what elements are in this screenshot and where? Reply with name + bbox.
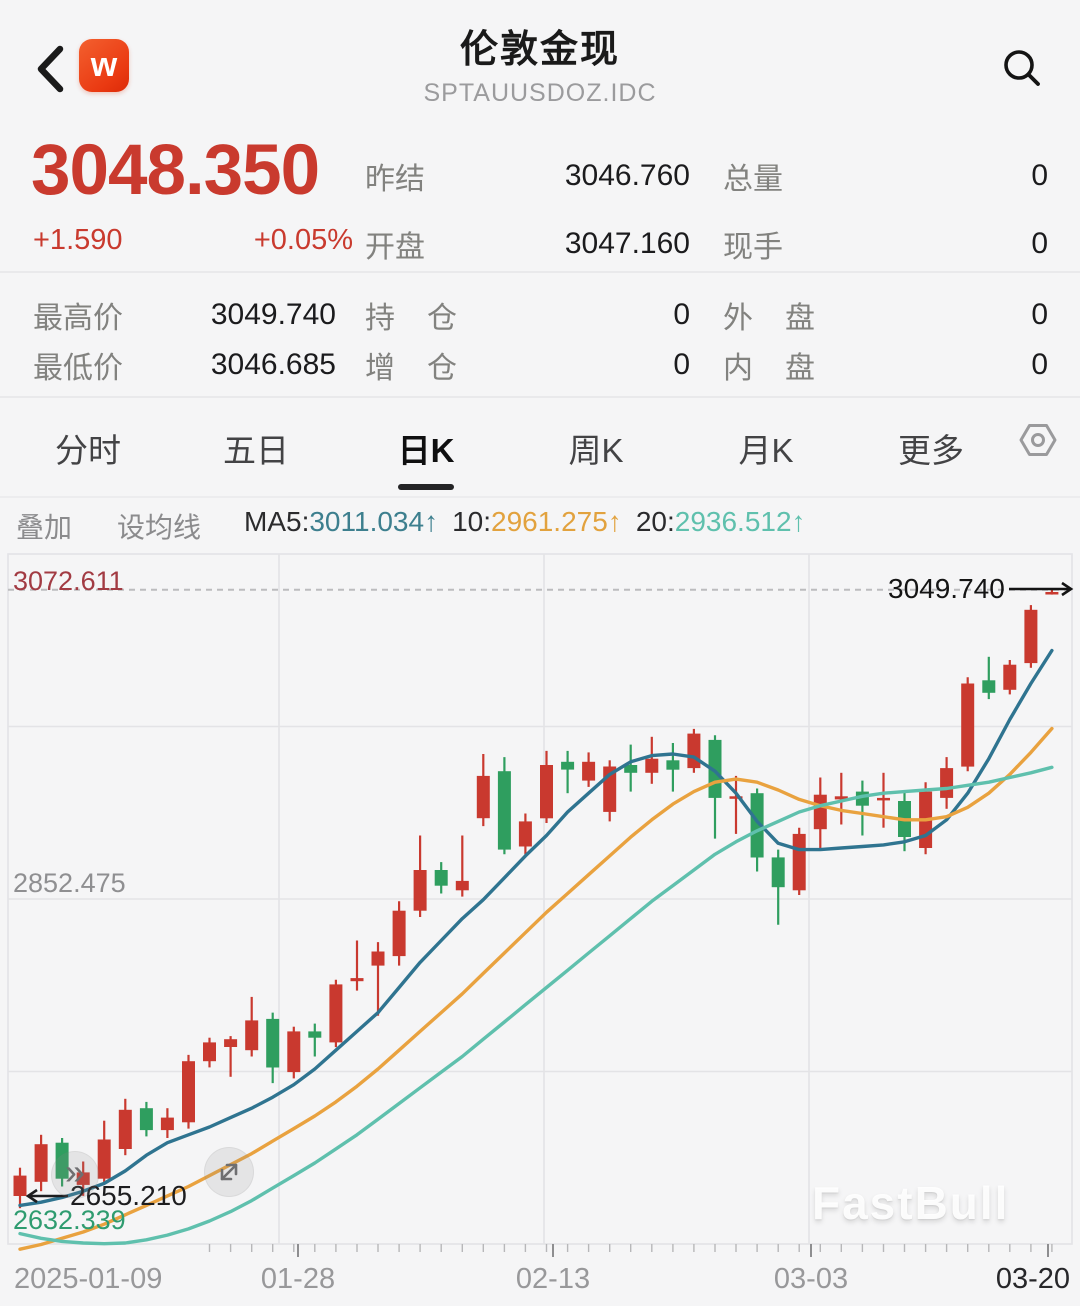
fullscreen-button[interactable] — [204, 1147, 254, 1197]
fast-forward-button[interactable]: » — [51, 1151, 99, 1199]
app-logo[interactable]: w — [79, 39, 129, 92]
price-change: +1.590 — [33, 224, 123, 256]
y-axis-min-label: 2632.339 — [13, 1205, 126, 1235]
overlay-button[interactable]: 叠加 — [16, 512, 73, 543]
quote-field-value: 3046.760 — [564, 159, 690, 192]
ma10-line — [18, 726, 1054, 1251]
double-chevron-right-icon: » — [64, 1151, 86, 1192]
x-axis-label: 01-28 — [260, 1263, 336, 1295]
tab-更多[interactable]: 更多 — [898, 432, 964, 469]
stats-value: 0 — [1031, 348, 1048, 381]
quote-panel: 3048.350 +1.590 +0.05% 昨结 3046.760 总量 0 开盘 3… — [0, 116, 1080, 273]
quote-field-label: 开盘 — [365, 231, 425, 264]
ma-label: 10: — [452, 506, 492, 537]
x-axis-label: 2025-01-09 — [14, 1263, 163, 1295]
period-tab-bar: 分时 五日 日K 周K 月K 更多 — [0, 398, 1080, 498]
tab-五日[interactable]: 五日 — [223, 432, 289, 469]
chart-area: 3072.611 2852.475 2655.210 2632.339 3049… — [0, 546, 1080, 1306]
stats-value: 0 — [673, 348, 690, 381]
ma5-line — [18, 648, 1054, 1208]
watermark: FastBull — [812, 1177, 1010, 1229]
stats-label: 持仓 — [365, 302, 457, 335]
ma-label: MA5: — [244, 506, 310, 537]
arrow-left-icon — [25, 1188, 68, 1204]
tab-周K[interactable]: 周K — [568, 432, 624, 469]
quote-field-value: 0 — [1031, 159, 1048, 192]
x-axis-ticks — [208, 1244, 1053, 1257]
active-tab-underline — [398, 484, 454, 490]
x-axis-label: 03-20 — [995, 1263, 1070, 1295]
x-axis-label: 02-13 — [515, 1263, 591, 1295]
quote-fields-row1: 昨结 3046.760 总量 0 — [365, 154, 1048, 198]
grid — [7, 553, 1073, 1245]
chevron-left-icon — [37, 45, 64, 93]
ma-value: 2936.512↑ — [674, 506, 806, 537]
set-ma-button[interactable]: 设均线 — [117, 512, 202, 543]
chart-settings-button[interactable] — [1018, 422, 1062, 462]
search-icon — [1004, 50, 1040, 86]
page-title: 伦敦金现 — [459, 29, 620, 71]
quote-field-label: 总量 — [723, 163, 783, 196]
search-button[interactable] — [1000, 46, 1044, 90]
header: w 伦敦金现 SPTAUUSDOZ.IDC — [0, 0, 1080, 116]
ma20-line — [18, 765, 1054, 1246]
y-axis-max-label: 3072.611 — [13, 566, 124, 596]
ma-value: 3011.034↑ — [309, 506, 439, 537]
settings-hex-icon — [1019, 424, 1057, 456]
stats-label: 外盘 — [723, 302, 815, 335]
stats-label: 最低价 — [33, 352, 123, 385]
current-price-annotation: 3049.740 — [888, 573, 1075, 605]
quote-field-label: 现手 — [723, 231, 783, 264]
back-button[interactable] — [34, 44, 66, 94]
stats-value: 3046.685 — [210, 348, 336, 381]
x-axis-label: 03-03 — [773, 1263, 849, 1295]
current-price-value: 3049.740 — [888, 573, 1005, 604]
tab-日K[interactable]: 日K — [397, 432, 455, 469]
tab-分时[interactable]: 分时 — [55, 432, 121, 469]
ma-label: 20: — [635, 506, 675, 537]
ma-toolbar: 叠加 设均线 MA5: 3011.034↑ 10: 2961.275↑ 20: 2936.… — [0, 498, 1080, 546]
expand-arrows-icon — [220, 1163, 238, 1181]
stats-value: 3049.740 — [210, 298, 336, 331]
instrument-code: SPTAUUSDOZ.IDC — [423, 79, 657, 107]
arrow-right-icon — [1008, 581, 1074, 597]
ma-legend: MA5: 3011.034↑ 10: 2961.275↑ 20: 2936.512↑ — [244, 506, 806, 538]
stats-value: 0 — [1031, 298, 1048, 331]
quote-field-value: 0 — [1031, 227, 1048, 260]
app-logo-letter: w — [90, 46, 118, 84]
stats-value: 0 — [673, 298, 690, 331]
stats-label: 最高价 — [33, 302, 123, 335]
stats-row2: 最低价 3046.685 增仓 0 内盘 0 — [33, 343, 1048, 387]
ma-legend-ma20: 20: 2936.512↑ — [636, 506, 806, 538]
ma-legend-ma10: 10: 2961.275↑ — [452, 506, 622, 538]
price-change-row: +1.590 +0.05% — [33, 224, 353, 257]
quote-field-label: 昨结 — [365, 163, 425, 196]
price-change-pct: +0.05% — [253, 224, 353, 256]
stats-label: 内盘 — [723, 352, 815, 385]
stats-label: 增仓 — [365, 352, 457, 385]
stats-panel: 最高价 3049.740 持仓 0 外盘 0 最低价 3046.685 增仓 0 内盘 0 — [0, 273, 1080, 398]
quote-field-value: 3047.160 — [564, 227, 690, 260]
quote-fields-row2: 开盘 3047.160 现手 0 — [365, 222, 1048, 266]
stats-row1: 最高价 3049.740 持仓 0 外盘 0 — [33, 293, 1048, 337]
ma-legend-ma5: MA5: 3011.034↑ — [244, 506, 438, 538]
tab-月K[interactable]: 月K — [738, 432, 794, 469]
y-axis-mid-label: 2852.475 — [13, 868, 126, 898]
ma-value: 2961.275↑ — [491, 506, 622, 537]
last-price: 3048.350 — [31, 131, 320, 210]
